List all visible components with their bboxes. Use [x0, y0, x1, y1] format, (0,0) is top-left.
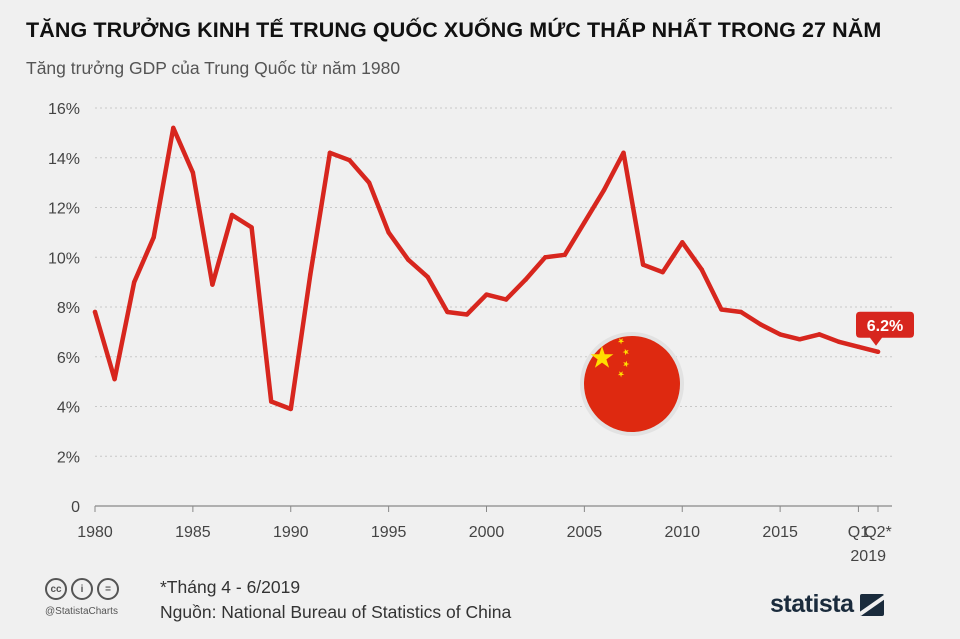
- data-point-2016: [797, 337, 802, 342]
- y-tick-label: 6%: [57, 350, 80, 367]
- x-tick-label: 2010: [664, 524, 700, 541]
- last-value-badge: 6.2%: [856, 311, 914, 346]
- statista-logo: statista: [770, 590, 884, 619]
- data-point-2000: [484, 292, 489, 297]
- data-point-1999: [464, 312, 470, 317]
- data-point-2002: [523, 277, 528, 282]
- data-point-1998: [445, 309, 450, 315]
- y-axis-ticks: 0 2% 4% 6% 8% 10% 12% 14% 16%: [48, 101, 80, 516]
- gdp-series-line: [92, 125, 881, 412]
- x-tick-year-label: 2019: [850, 548, 886, 565]
- x-tick-label: Q2*: [864, 524, 892, 541]
- data-point-1987: [229, 212, 235, 218]
- brand-name: statista: [770, 590, 854, 618]
- data-point-1981: [112, 376, 117, 382]
- y-tick-label: 14%: [48, 151, 80, 168]
- x-tick-label: 1990: [273, 524, 309, 541]
- statista-mark-icon: [859, 593, 884, 616]
- chart-title: TĂNG TRƯỞNG KINH TẾ TRUNG QUỐC XUỐNG MỨC…: [26, 18, 882, 42]
- x-tick-label: 2015: [762, 524, 798, 541]
- data-point-1985: [190, 170, 196, 175]
- y-tick-label: 2%: [57, 449, 80, 466]
- data-point-1986: [210, 282, 215, 287]
- y-tick-label: 10%: [48, 250, 80, 267]
- license-icons: cc i =: [45, 578, 119, 600]
- data-point-2010: [680, 240, 685, 245]
- data-point-2006: [601, 187, 607, 193]
- source-note: Nguồn: National Bureau of Statistics of …: [160, 602, 512, 622]
- creative-commons-icon: cc: [45, 578, 67, 600]
- x-tick-label: 1985: [175, 524, 211, 541]
- data-point-2009: [660, 269, 665, 275]
- data-point-2008: [640, 262, 646, 267]
- data-point-1997: [425, 274, 430, 280]
- y-tick-label: 4%: [57, 400, 80, 417]
- data-point-2005: [582, 220, 587, 225]
- x-tick-label: 1995: [371, 524, 407, 541]
- chart-subtitle: Tăng trưởng GDP của Trung Quốc từ năm 19…: [26, 58, 401, 78]
- x-tick-label: 2000: [469, 524, 505, 541]
- data-point-1996: [406, 257, 411, 262]
- gdp-line-chart: 0 2% 4% 6% 8% 10% 12% 14% 16% 1980 1985 1990 1995 20…: [48, 101, 914, 565]
- data-point-2015: [777, 332, 783, 337]
- data-point-2011: [699, 267, 705, 272]
- data-point-2004: [562, 252, 567, 257]
- china-flag-icon: [580, 332, 684, 436]
- data-point-1991: [308, 272, 313, 277]
- data-point-2013: [738, 309, 744, 315]
- data-point-2014: [758, 322, 763, 327]
- x-tick-label: 1980: [77, 524, 113, 541]
- last-value-label: 6.2%: [867, 318, 903, 335]
- data-point-1982: [131, 279, 137, 285]
- attribution-icon: i: [71, 578, 93, 600]
- footnote: *Tháng 4 - 6/2019: [160, 577, 301, 597]
- data-point-2019-q1: [856, 344, 861, 349]
- data-point-2001: [503, 297, 509, 302]
- data-point-2019-q2: [875, 349, 881, 354]
- data-point-1994: [366, 180, 372, 185]
- y-tick-label: 8%: [57, 300, 80, 317]
- data-point-1995: [386, 230, 391, 235]
- y-tick-label: 16%: [48, 101, 80, 118]
- data-points: [92, 125, 881, 412]
- data-point-1993: [347, 158, 352, 163]
- data-point-1980: [92, 309, 98, 315]
- data-point-1983: [151, 235, 156, 240]
- y-tick-label: 0: [71, 499, 80, 516]
- x-tick-label: Q1: [848, 524, 869, 541]
- data-point-2017: [817, 332, 822, 337]
- gridlines: [95, 107, 892, 507]
- data-point-2003: [543, 255, 548, 260]
- social-handle: @StatistaCharts: [45, 606, 118, 617]
- data-point-2007: [621, 150, 626, 155]
- data-point-2018: [836, 339, 842, 345]
- data-point-2012: [719, 307, 724, 312]
- data-point-1989: [268, 399, 274, 404]
- data-point-1984: [171, 125, 176, 131]
- data-point-1988: [249, 225, 254, 230]
- data-point-1990: [288, 406, 293, 412]
- y-tick-label: 12%: [48, 201, 80, 218]
- data-point-1992: [327, 150, 333, 155]
- no-derivatives-icon: =: [97, 578, 119, 600]
- x-tick-label: 2005: [567, 524, 603, 541]
